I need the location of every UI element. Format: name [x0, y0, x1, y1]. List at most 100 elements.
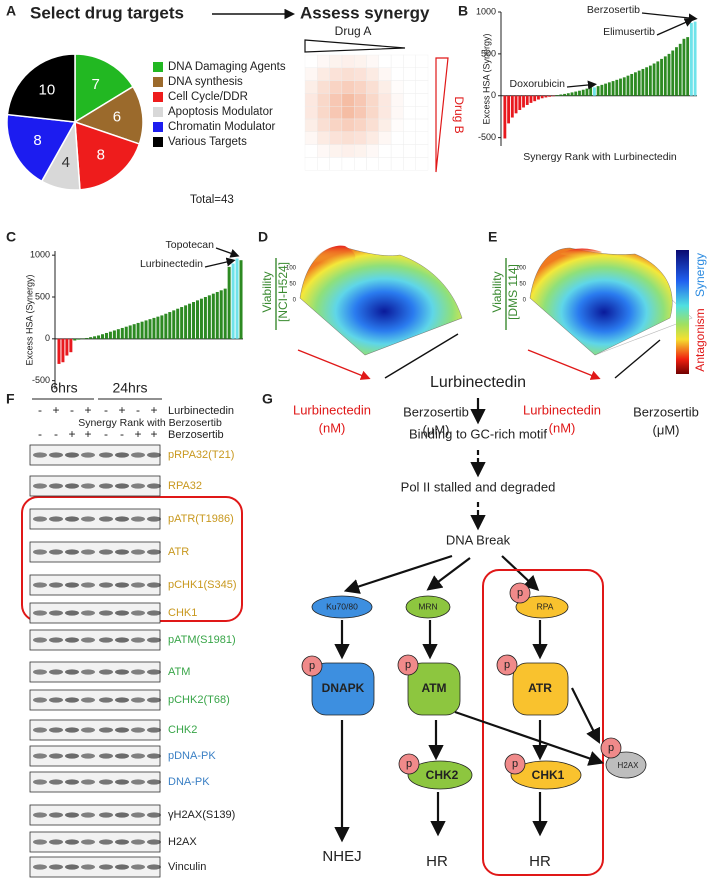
- legend-swatch: [153, 77, 163, 87]
- heatmap-cell: [341, 157, 355, 171]
- bar: [207, 295, 211, 339]
- heatmap-cell: [378, 105, 392, 120]
- y-tick-label: 0: [45, 333, 50, 343]
- band: [81, 637, 95, 643]
- bar: [563, 93, 566, 96]
- band: [115, 637, 129, 643]
- panel-label: A: [6, 3, 16, 19]
- band: [115, 483, 129, 489]
- z-tick-label: 50: [519, 282, 526, 288]
- treatment-sign: -: [38, 427, 42, 441]
- annotation: Berzosertib: [587, 4, 640, 16]
- bar: [188, 303, 192, 339]
- colorbar-label: Synergy: [693, 253, 707, 297]
- heatmap-cell: [378, 157, 392, 171]
- heatmap-cell: [366, 93, 380, 107]
- band: [99, 549, 113, 555]
- legend-swatch: [153, 137, 163, 147]
- bar: [180, 307, 184, 339]
- bar: [61, 338, 65, 363]
- heatmap-cell: [354, 54, 367, 69]
- phospho-badge: [504, 753, 526, 775]
- pathway-step: DNA Break: [446, 532, 511, 547]
- y-tick-label: -500: [32, 375, 50, 385]
- legend-label: DNA Damaging Agents: [168, 61, 286, 73]
- bar: [164, 313, 168, 339]
- heatmap-cell: [304, 54, 318, 69]
- x-axis-label: (nM): [549, 420, 576, 435]
- heatmap-cell: [317, 118, 330, 133]
- heatmap-cell: [366, 157, 380, 171]
- heatmap-x-label: Drug A: [335, 24, 372, 38]
- band: [115, 812, 129, 818]
- bar: [104, 332, 108, 339]
- band: [115, 753, 129, 759]
- bar: [615, 79, 619, 96]
- treatment-sign: +: [150, 403, 157, 417]
- bar: [57, 338, 61, 364]
- annotation: Doxorubicin: [510, 78, 566, 90]
- heatmap-cell: [317, 54, 330, 69]
- band: [33, 753, 47, 759]
- band: [33, 549, 47, 555]
- heatmap-cell: [403, 67, 416, 81]
- annotation: Topotecan: [166, 239, 215, 251]
- heatmap-cell: [403, 131, 416, 145]
- treatment-sign: +: [84, 403, 91, 417]
- bar: [514, 95, 518, 114]
- band: [131, 610, 145, 616]
- bar: [596, 86, 600, 96]
- treatment-sign: +: [134, 427, 141, 441]
- heatmap-cell: [317, 157, 330, 171]
- heatmap-cell: [390, 93, 404, 107]
- heatmap-cell: [317, 131, 330, 145]
- heatmap-cell: [329, 54, 343, 69]
- treatment-sign: +: [68, 427, 75, 441]
- treatment-name: Lurbinectedin: [168, 405, 234, 417]
- bar: [172, 310, 176, 339]
- phospho-group: p p p p p p p: [301, 582, 622, 775]
- heatmap-cell: [390, 118, 404, 133]
- heatmap-cell: [378, 67, 392, 81]
- treatment-sign: -: [38, 403, 42, 417]
- surface-plot: [505, 247, 693, 380]
- band: [115, 727, 129, 733]
- phospho-label: p: [608, 742, 614, 754]
- phospho-badge: [509, 582, 531, 604]
- bar: [604, 83, 608, 96]
- x-axis-label: Lurbinectedin: [523, 402, 601, 417]
- heatmap-cell: [378, 80, 392, 94]
- bar: [184, 305, 188, 339]
- heatmap-cell: [317, 67, 330, 81]
- bar: [585, 88, 589, 96]
- heatmap-cell: [378, 144, 392, 158]
- band: [49, 582, 63, 588]
- bar: [675, 47, 678, 96]
- legend-label: Chromatin Modulator: [168, 121, 276, 133]
- band: [65, 549, 79, 555]
- bar: [231, 263, 235, 339]
- heatmap-cell: [403, 157, 416, 171]
- bar: [589, 87, 593, 96]
- heatmap-cell: [415, 54, 429, 69]
- bar: [551, 95, 555, 97]
- legend-label: DNA synthesis: [168, 76, 243, 88]
- band: [99, 812, 113, 818]
- heatmap-cell: [366, 105, 380, 120]
- y-axis-label: (μM): [653, 422, 680, 437]
- band: [81, 610, 95, 616]
- band: [81, 727, 95, 733]
- heatmap-cell: [378, 54, 392, 69]
- band: [115, 669, 129, 675]
- z-tick-label: 0: [523, 298, 527, 304]
- panel-label: D: [258, 229, 268, 245]
- heatmap-cell: [390, 105, 404, 120]
- heatmap-cell: [304, 131, 318, 145]
- blot-label: pATM(S1981): [168, 634, 236, 646]
- bar: [235, 258, 239, 339]
- bar: [116, 329, 120, 339]
- heatmap-cell: [329, 131, 343, 145]
- node-label: DNAPK: [322, 681, 365, 695]
- bar: [195, 300, 199, 339]
